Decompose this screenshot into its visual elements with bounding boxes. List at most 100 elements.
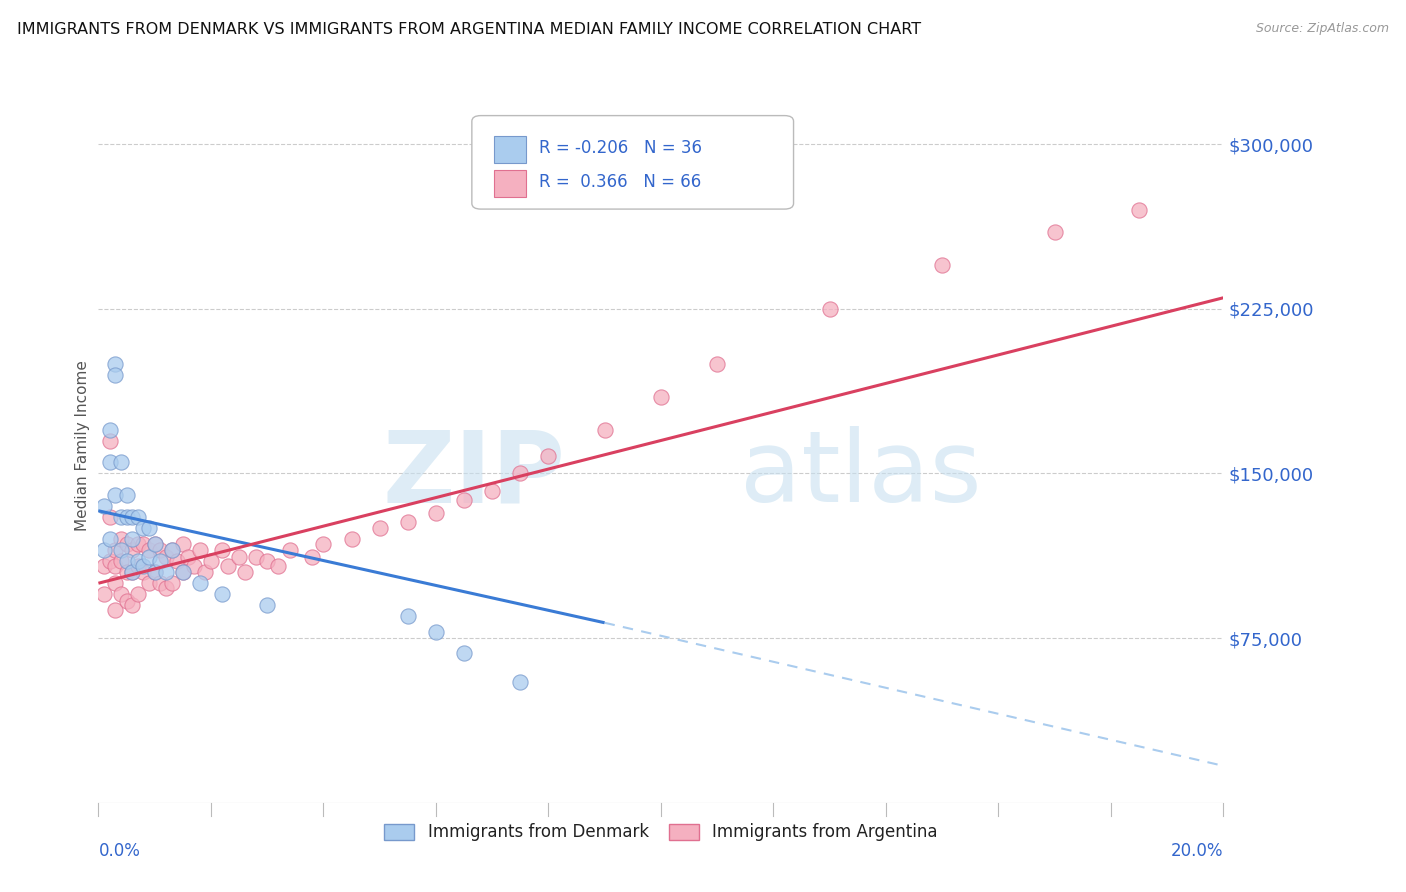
Point: [110, 554, 132, 568]
Point: [143, 566, 166, 580]
Point: [127, 554, 149, 568]
Point: [217, 558, 239, 573]
Point: [312, 537, 335, 551]
Point: [425, 506, 447, 520]
Point: [194, 566, 217, 580]
Point: [121, 566, 143, 580]
Text: R =  0.366   N = 66: R = 0.366 N = 66: [540, 173, 702, 191]
Point: [143, 566, 166, 580]
Point: [256, 598, 278, 612]
Text: atlas: atlas: [740, 426, 981, 523]
Text: R = -0.206   N = 36: R = -0.206 N = 36: [540, 139, 703, 157]
Point: [228, 549, 250, 564]
Point: [104, 368, 127, 382]
Point: [127, 510, 149, 524]
Point: [509, 675, 531, 690]
Point: [160, 576, 183, 591]
FancyBboxPatch shape: [495, 170, 526, 197]
Point: [706, 357, 728, 371]
Y-axis label: Median Family Income: Median Family Income: [75, 360, 90, 532]
Point: [368, 521, 391, 535]
Point: [115, 594, 138, 608]
Point: [98, 434, 121, 448]
Point: [104, 357, 127, 371]
Point: [127, 587, 149, 601]
Text: 20.0%: 20.0%: [1171, 842, 1223, 860]
Point: [115, 488, 138, 502]
Point: [1043, 225, 1066, 239]
Point: [396, 609, 419, 624]
Point: [110, 455, 132, 469]
Point: [172, 566, 194, 580]
Point: [143, 537, 166, 551]
FancyBboxPatch shape: [495, 136, 526, 163]
Point: [155, 549, 177, 564]
Point: [98, 510, 121, 524]
Point: [110, 510, 132, 524]
Point: [121, 566, 143, 580]
Point: [278, 543, 301, 558]
Point: [121, 510, 143, 524]
Text: Source: ZipAtlas.com: Source: ZipAtlas.com: [1256, 22, 1389, 36]
Point: [340, 533, 363, 547]
Point: [233, 566, 256, 580]
Point: [245, 549, 267, 564]
Text: IMMIGRANTS FROM DENMARK VS IMMIGRANTS FROM ARGENTINA MEDIAN FAMILY INCOME CORREL: IMMIGRANTS FROM DENMARK VS IMMIGRANTS FR…: [17, 22, 921, 37]
Point: [188, 576, 211, 591]
Point: [115, 537, 138, 551]
Point: [121, 598, 143, 612]
Point: [110, 587, 132, 601]
Point: [149, 554, 172, 568]
Point: [183, 558, 205, 573]
Point: [98, 533, 121, 547]
Point: [200, 554, 222, 568]
Point: [425, 624, 447, 639]
Point: [127, 558, 149, 573]
Point: [160, 543, 183, 558]
Point: [149, 576, 172, 591]
Point: [177, 549, 200, 564]
Point: [155, 581, 177, 595]
Point: [121, 533, 143, 547]
Point: [453, 647, 475, 661]
Point: [188, 543, 211, 558]
Point: [160, 543, 183, 558]
Legend: Immigrants from Denmark, Immigrants from Argentina: Immigrants from Denmark, Immigrants from…: [377, 817, 945, 848]
Point: [104, 488, 127, 502]
Point: [132, 558, 155, 573]
Point: [593, 423, 616, 437]
Point: [110, 543, 132, 558]
Point: [132, 537, 155, 551]
Point: [132, 521, 155, 535]
Point: [931, 258, 953, 272]
Point: [138, 549, 160, 564]
Point: [93, 500, 115, 514]
Point: [138, 543, 160, 558]
Point: [453, 492, 475, 507]
Point: [1128, 202, 1150, 217]
Point: [104, 543, 127, 558]
Point: [115, 510, 138, 524]
Point: [149, 543, 172, 558]
Point: [650, 390, 672, 404]
Point: [127, 537, 149, 551]
Point: [166, 554, 188, 568]
Point: [93, 587, 115, 601]
Point: [481, 483, 503, 498]
Point: [104, 602, 127, 616]
Point: [509, 467, 531, 481]
Point: [104, 558, 127, 573]
Point: [98, 554, 121, 568]
Point: [98, 455, 121, 469]
Point: [121, 543, 143, 558]
Point: [155, 566, 177, 580]
Point: [132, 566, 155, 580]
Point: [172, 566, 194, 580]
Point: [211, 587, 233, 601]
Point: [256, 554, 278, 568]
Point: [104, 576, 127, 591]
Point: [93, 543, 115, 558]
Point: [93, 558, 115, 573]
Point: [396, 515, 419, 529]
Point: [115, 566, 138, 580]
